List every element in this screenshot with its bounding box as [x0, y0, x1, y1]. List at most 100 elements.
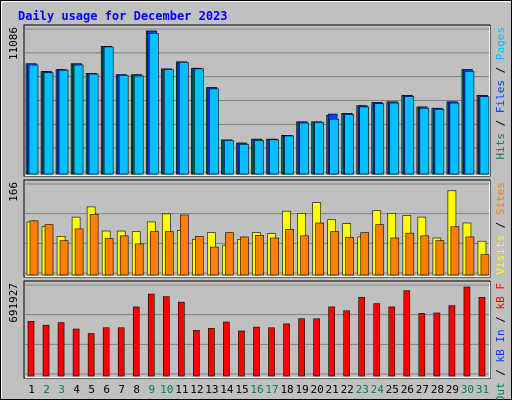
bar-sites-day-24 [375, 224, 385, 276]
bar-kb-f-day-25 [388, 306, 396, 377]
bar-kb-f-day-26 [403, 290, 411, 377]
x-label-day-6: 6 [103, 383, 110, 396]
bar-pages-day-16 [254, 140, 264, 175]
x-label-day-12: 12 [190, 383, 203, 396]
bar-kb-f-day-30 [463, 286, 471, 377]
bar-sites-day-26 [405, 232, 415, 276]
x-label-day-5: 5 [88, 383, 95, 396]
bar-kb-f-day-11 [178, 301, 185, 377]
bar-kb-f-day-2 [42, 324, 50, 377]
bar-pages-day-22 [344, 114, 354, 175]
bar-kb-f-day-31 [478, 296, 486, 377]
bar-sites-day-7 [119, 235, 129, 276]
legend-kb-in: kB In [494, 329, 507, 362]
panel-visitors-max-label: 166 [7, 182, 20, 202]
bar-sites-day-4 [74, 228, 84, 276]
bar-pages-day-13 [209, 88, 219, 175]
bar-kb-f-day-5 [87, 333, 95, 377]
x-label-day-24: 24 [371, 383, 385, 396]
bar-pages-day-3 [58, 69, 69, 175]
panel-visitors-bars [26, 190, 490, 276]
x-label-day-30: 30 [461, 383, 474, 396]
x-label-day-25: 25 [386, 383, 399, 396]
bar-pages-day-7 [118, 75, 129, 175]
x-label-day-10: 10 [160, 383, 173, 396]
x-label-day-23: 23 [356, 383, 369, 396]
panel-volume-max-label: 691927 [7, 283, 20, 323]
x-label-day-22: 22 [341, 383, 354, 396]
x-label-day-8: 8 [133, 383, 140, 396]
bar-kb-f-day-13 [208, 328, 215, 377]
panel-visitors-legend: Visits / Sites [494, 182, 507, 275]
bar-pages-day-31 [479, 96, 490, 175]
x-label-day-3: 3 [58, 383, 65, 396]
bar-sites-day-1 [29, 220, 39, 276]
bar-kb-f-day-20 [313, 318, 320, 377]
bar-pages-day-4 [73, 64, 84, 175]
bar-pages-day-8 [133, 75, 144, 175]
bar-sites-day-11 [180, 214, 189, 276]
x-label-day-11: 11 [175, 383, 188, 396]
bar-pages-day-18 [284, 135, 294, 175]
legend-files: Files [494, 80, 507, 113]
x-axis-day-labels: 1 2 3 4 5 6 7 8 9 10 11 12 13 14 15 16 17 18 19 20 21 22 23 24 2… [28, 383, 489, 396]
x-label-day-26: 26 [401, 383, 414, 396]
legend-separator: / [494, 215, 507, 235]
bar-kb-f-day-17 [268, 327, 275, 377]
x-label-day-19: 19 [295, 383, 308, 396]
bar-pages-day-21 [329, 118, 339, 175]
x-label-day-18: 18 [280, 383, 293, 396]
bar-sites-day-8 [134, 243, 144, 276]
bar-pages-day-12 [194, 68, 204, 175]
x-label-day-15: 15 [235, 383, 248, 396]
bar-sites-day-5 [89, 214, 99, 276]
legend-visits: Visits [494, 235, 507, 275]
legend-hits: Hits [494, 133, 507, 160]
bar-pages-day-14 [224, 140, 234, 175]
panel-volume-legend: kB Out / kB In / kB F [494, 283, 507, 400]
bar-pages-day-9 [148, 33, 159, 175]
bar-kb-f-day-10 [162, 296, 170, 377]
x-label-day-21: 21 [326, 383, 339, 396]
x-label-day-29: 29 [446, 383, 459, 396]
bar-kb-f-day-19 [298, 318, 305, 377]
bar-pages-day-27 [419, 107, 430, 175]
bar-pages-day-20 [314, 122, 324, 175]
legend-sites: Sites [494, 182, 507, 215]
bar-sites-day-25 [390, 237, 400, 276]
x-label-day-20: 20 [311, 383, 324, 396]
bar-kb-f-day-7 [117, 327, 125, 377]
bar-sites-day-29 [450, 226, 460, 276]
bar-kb-f-day-29 [448, 305, 456, 377]
bar-pages-day-1 [28, 64, 39, 175]
bar-kb-f-day-15 [238, 330, 245, 377]
bar-kb-f-day-3 [57, 322, 65, 377]
bar-sites-day-14 [225, 232, 234, 276]
bar-kb-f-day-18 [283, 323, 290, 377]
bar-sites-day-17 [270, 237, 279, 276]
panel-volume-bars [27, 286, 486, 377]
bar-sites-day-13 [210, 246, 219, 276]
legend-separator: / [494, 310, 507, 330]
bar-sites-day-20 [315, 222, 324, 276]
bar-pages-day-23 [359, 106, 370, 175]
panel-volume: 691927 kB Out / kB In / kB F [7, 280, 507, 404]
bar-sites-day-12 [195, 236, 204, 276]
bar-pages-day-30 [464, 71, 475, 175]
bar-sites-day-31 [480, 254, 490, 276]
bar-pages-day-15 [239, 144, 249, 175]
x-label-day-14: 14 [220, 383, 234, 396]
bar-kb-f-day-23 [358, 296, 366, 377]
bar-pages-day-11 [179, 62, 189, 175]
bar-sites-day-15 [240, 236, 249, 276]
x-label-day-2: 2 [43, 383, 50, 396]
x-label-day-4: 4 [73, 383, 80, 396]
legend-pages: Pages [494, 27, 507, 60]
legend-separator: / [494, 60, 507, 80]
bar-pages-day-29 [449, 102, 460, 175]
bar-kb-f-day-27 [418, 313, 426, 377]
bar-pages-day-17 [269, 139, 279, 175]
x-label-day-31: 31 [476, 383, 489, 396]
x-label-day-9: 9 [148, 383, 155, 396]
